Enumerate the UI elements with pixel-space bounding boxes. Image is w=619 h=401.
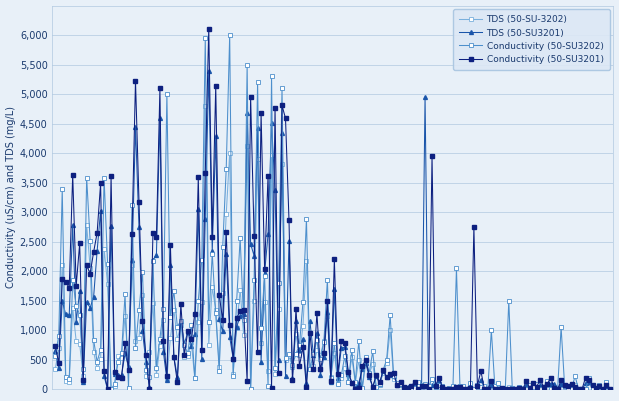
TDS (50-SU-3202): [418, 385, 425, 390]
TDS (50-SU-3202): [202, 103, 209, 108]
TDS (50-SU-3202): [107, 387, 115, 392]
TDS (50-SU3201): [366, 375, 373, 380]
TDS (50-SU3201): [205, 68, 212, 73]
Conductivity (50-SU3202): [167, 314, 174, 319]
Line: TDS (50-SU3201): TDS (50-SU3201): [53, 69, 612, 391]
Conductivity (50-SU3201): [418, 384, 425, 389]
Line: TDS (50-SU-3202): TDS (50-SU-3202): [53, 104, 612, 391]
Conductivity (50-SU3202): [226, 32, 233, 37]
Conductivity (50-SU3202): [586, 375, 593, 380]
Conductivity (50-SU3202): [51, 353, 59, 358]
Conductivity (50-SU3202): [606, 387, 613, 392]
Line: Conductivity (50-SU3202): Conductivity (50-SU3202): [53, 33, 612, 391]
Conductivity (50-SU3201): [104, 387, 111, 392]
TDS (50-SU-3202): [606, 387, 613, 392]
Conductivity (50-SU3201): [512, 387, 519, 392]
TDS (50-SU-3202): [215, 365, 223, 370]
TDS (50-SU-3202): [512, 387, 519, 392]
TDS (50-SU3201): [51, 348, 59, 353]
TDS (50-SU3201): [104, 387, 111, 392]
TDS (50-SU-3202): [51, 367, 59, 372]
Legend: TDS (50-SU-3202), TDS (50-SU3201), Conductivity (50-SU3202), Conductivity (50-SU: TDS (50-SU-3202), TDS (50-SU3201), Condu…: [453, 9, 610, 70]
Conductivity (50-SU3201): [215, 293, 223, 298]
TDS (50-SU-3202): [167, 336, 174, 341]
TDS (50-SU3201): [215, 317, 223, 322]
Conductivity (50-SU3201): [606, 387, 613, 392]
Conductivity (50-SU3201): [586, 377, 593, 382]
TDS (50-SU-3202): [586, 381, 593, 386]
Conductivity (50-SU3202): [418, 383, 425, 387]
TDS (50-SU3201): [167, 262, 174, 267]
TDS (50-SU3201): [418, 385, 425, 389]
Conductivity (50-SU3202): [212, 311, 220, 316]
TDS (50-SU-3202): [366, 371, 373, 376]
TDS (50-SU3201): [586, 379, 593, 384]
Y-axis label: Conductivity (uS/cm) and TDS (mg/L): Conductivity (uS/cm) and TDS (mg/L): [6, 107, 15, 288]
Conductivity (50-SU3202): [366, 371, 373, 375]
TDS (50-SU3201): [606, 387, 613, 392]
Line: Conductivity (50-SU3201): Conductivity (50-SU3201): [53, 27, 612, 391]
Conductivity (50-SU3201): [51, 344, 59, 349]
TDS (50-SU3201): [512, 387, 519, 392]
Conductivity (50-SU3201): [205, 27, 212, 32]
Conductivity (50-SU3202): [512, 387, 519, 392]
Conductivity (50-SU3202): [107, 387, 115, 392]
Conductivity (50-SU3201): [366, 373, 373, 377]
Conductivity (50-SU3201): [167, 242, 174, 247]
